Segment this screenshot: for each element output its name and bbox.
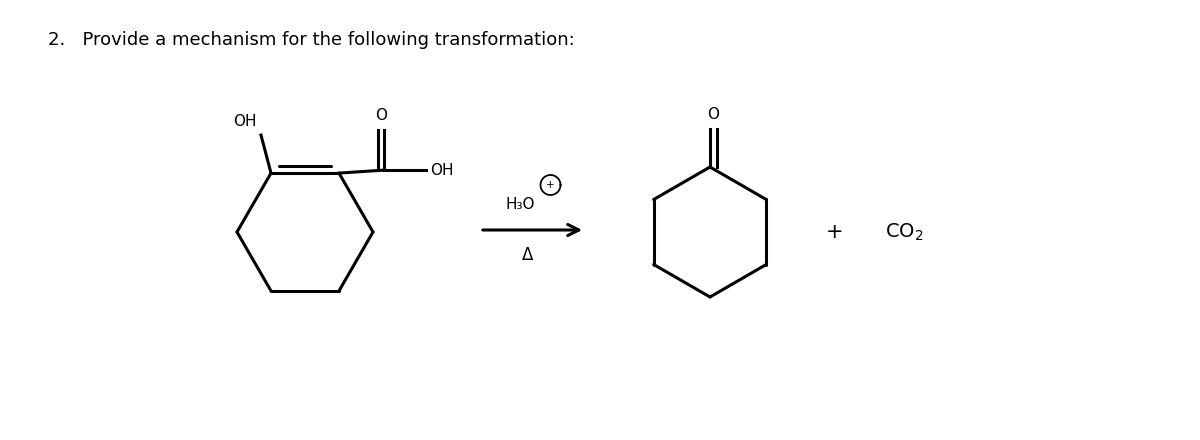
Text: H₃O: H₃O xyxy=(505,197,535,212)
Text: OH: OH xyxy=(430,163,454,178)
Text: 2.   Provide a mechanism for the following transformation:: 2. Provide a mechanism for the following… xyxy=(48,31,575,49)
Text: +: + xyxy=(546,180,554,190)
Text: O: O xyxy=(707,107,719,122)
Text: Δ: Δ xyxy=(522,246,533,264)
Text: CO$_2$: CO$_2$ xyxy=(886,221,924,242)
Text: OH: OH xyxy=(234,114,257,129)
Text: O: O xyxy=(374,108,386,123)
Text: +: + xyxy=(826,222,844,242)
